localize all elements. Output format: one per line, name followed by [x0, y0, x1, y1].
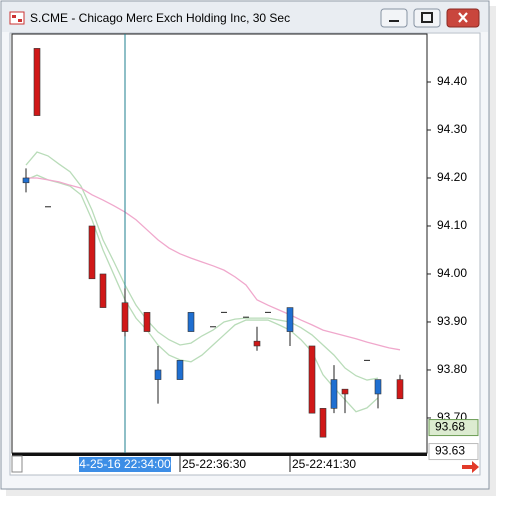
price-marker — [428, 443, 479, 461]
crosshair-label: 4-25-16 22:34:00 — [79, 457, 171, 471]
price-marker — [428, 419, 479, 437]
scroll-arrow[interactable] — [462, 461, 479, 473]
scroll-box[interactable] — [11, 455, 23, 473]
maximize-button[interactable] — [413, 8, 441, 28]
price-marker-label: 93.63 — [435, 444, 465, 458]
indicator-line — [25, 174, 379, 413]
icon-part — [18, 19, 22, 22]
y-tick-label: 93.90 — [437, 314, 467, 328]
candle-body — [143, 312, 151, 332]
candle-body — [308, 345, 316, 414]
y-tick-label: 94.20 — [437, 170, 467, 184]
indicator-line — [26, 177, 401, 351]
y-tick-label: 94.40 — [437, 74, 467, 88]
candle-body — [121, 302, 129, 332]
time-bar — [12, 453, 427, 456]
minimize-button[interactable] — [380, 8, 408, 28]
candle-body — [88, 225, 96, 280]
candle-body — [253, 340, 261, 347]
candle-body — [330, 379, 338, 409]
close-icon — [458, 12, 468, 23]
y-tick-label: 94.00 — [437, 266, 467, 280]
y-tick-label: 93.80 — [437, 362, 467, 376]
window-title: S.CME - Chicago Merc Exch Holding Inc, 3… — [30, 11, 290, 25]
crosshair-label-bg — [79, 457, 171, 472]
plot: 94.4094.3094.2094.1094.0093.9093.8093.70… — [22, 34, 479, 472]
candle-body — [374, 379, 382, 395]
candle-body — [396, 379, 404, 400]
candle-body — [286, 307, 294, 332]
icon-part — [12, 15, 16, 18]
y-tick-label: 94.10 — [437, 218, 467, 232]
candle-body — [187, 312, 195, 332]
plot-area — [11, 33, 428, 454]
x-tick-label: 25-22:36:30 — [182, 457, 246, 471]
price-marker-label: 93.68 — [435, 420, 465, 434]
candle-body — [154, 369, 162, 380]
maximize-icon — [421, 12, 433, 23]
x-tick-label: 25-22:41:30 — [292, 457, 356, 471]
candle-body — [99, 273, 107, 308]
candle-body — [319, 408, 327, 438]
indicator-line — [25, 151, 379, 381]
candle-body — [176, 360, 184, 380]
candle-body — [33, 48, 41, 116]
y-tick-label: 94.30 — [437, 122, 467, 136]
candle-body — [22, 177, 30, 184]
candle-body — [341, 388, 349, 395]
